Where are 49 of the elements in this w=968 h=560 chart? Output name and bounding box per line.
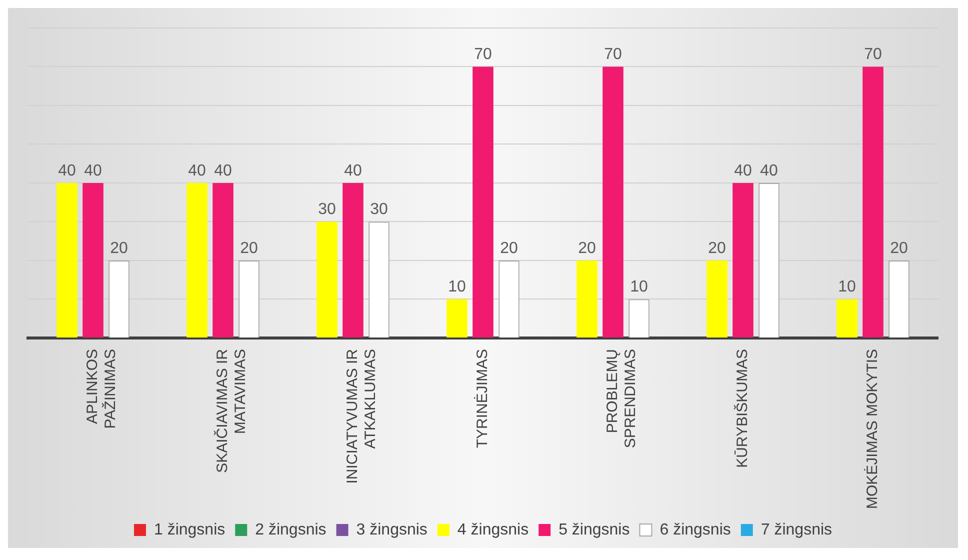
data-label: 40 [344,162,362,180]
bar [706,260,728,338]
data-label: 70 [604,46,622,64]
x-tick-label: KŪRYBIŠKUMAS [733,348,752,468]
bar [732,182,754,338]
legend-label: 1 žingsnis [154,521,226,538]
bar [862,66,884,338]
data-label: 20 [578,240,596,257]
data-label: 40 [188,162,206,180]
legend-label: 7 žingsnis [760,521,832,538]
bar [446,299,468,338]
data-label: 40 [58,162,76,180]
bar [212,182,234,338]
x-tick-label: TYRINĖJIMAS [473,348,492,448]
bar [342,182,364,338]
data-label: 10 [448,278,466,296]
data-label: 10 [630,278,648,296]
bar [602,66,624,338]
bar [576,260,598,338]
bar [186,182,208,338]
bar [56,182,78,338]
x-tick-label: MOKĖJIMAS MOKYTIS [863,348,882,510]
legend-label: 4 žingsnis [457,521,529,538]
x-tick-label: INICIATYVUMAS IR ATKAKLUMAS [344,348,380,484]
bar [472,66,494,338]
x-tick-label: APLINKOS PAŽINIMAS [84,348,120,429]
data-label: 20 [708,240,726,257]
data-label: 30 [370,201,388,218]
bar [316,222,338,338]
x-tick-label: PROBLEMŲ SPRENDIMAS [604,348,640,448]
data-label: 40 [214,162,232,180]
bar [836,299,858,338]
bar [82,182,104,338]
legend-label: 5 žingsnis [558,521,630,538]
data-label: 30 [318,201,336,218]
data-label: 70 [864,46,882,64]
data-label: 20 [500,240,518,257]
legend-label: 6 žingsnis [660,521,731,538]
x-tick-label: SKAIČIAVIMAS IR MATAVIMAS [213,348,250,473]
data-label: 10 [838,278,856,296]
legend-label: 2 žingsnis [255,521,326,538]
data-label: 70 [474,46,492,64]
data-label: 40 [760,162,778,180]
data-label: 20 [110,240,128,257]
legend-label: 3 žingsnis [356,521,428,538]
data-label: 40 [84,162,102,180]
data-label: 20 [240,240,258,257]
data-label: 20 [890,240,908,257]
data-label: 40 [734,162,752,180]
